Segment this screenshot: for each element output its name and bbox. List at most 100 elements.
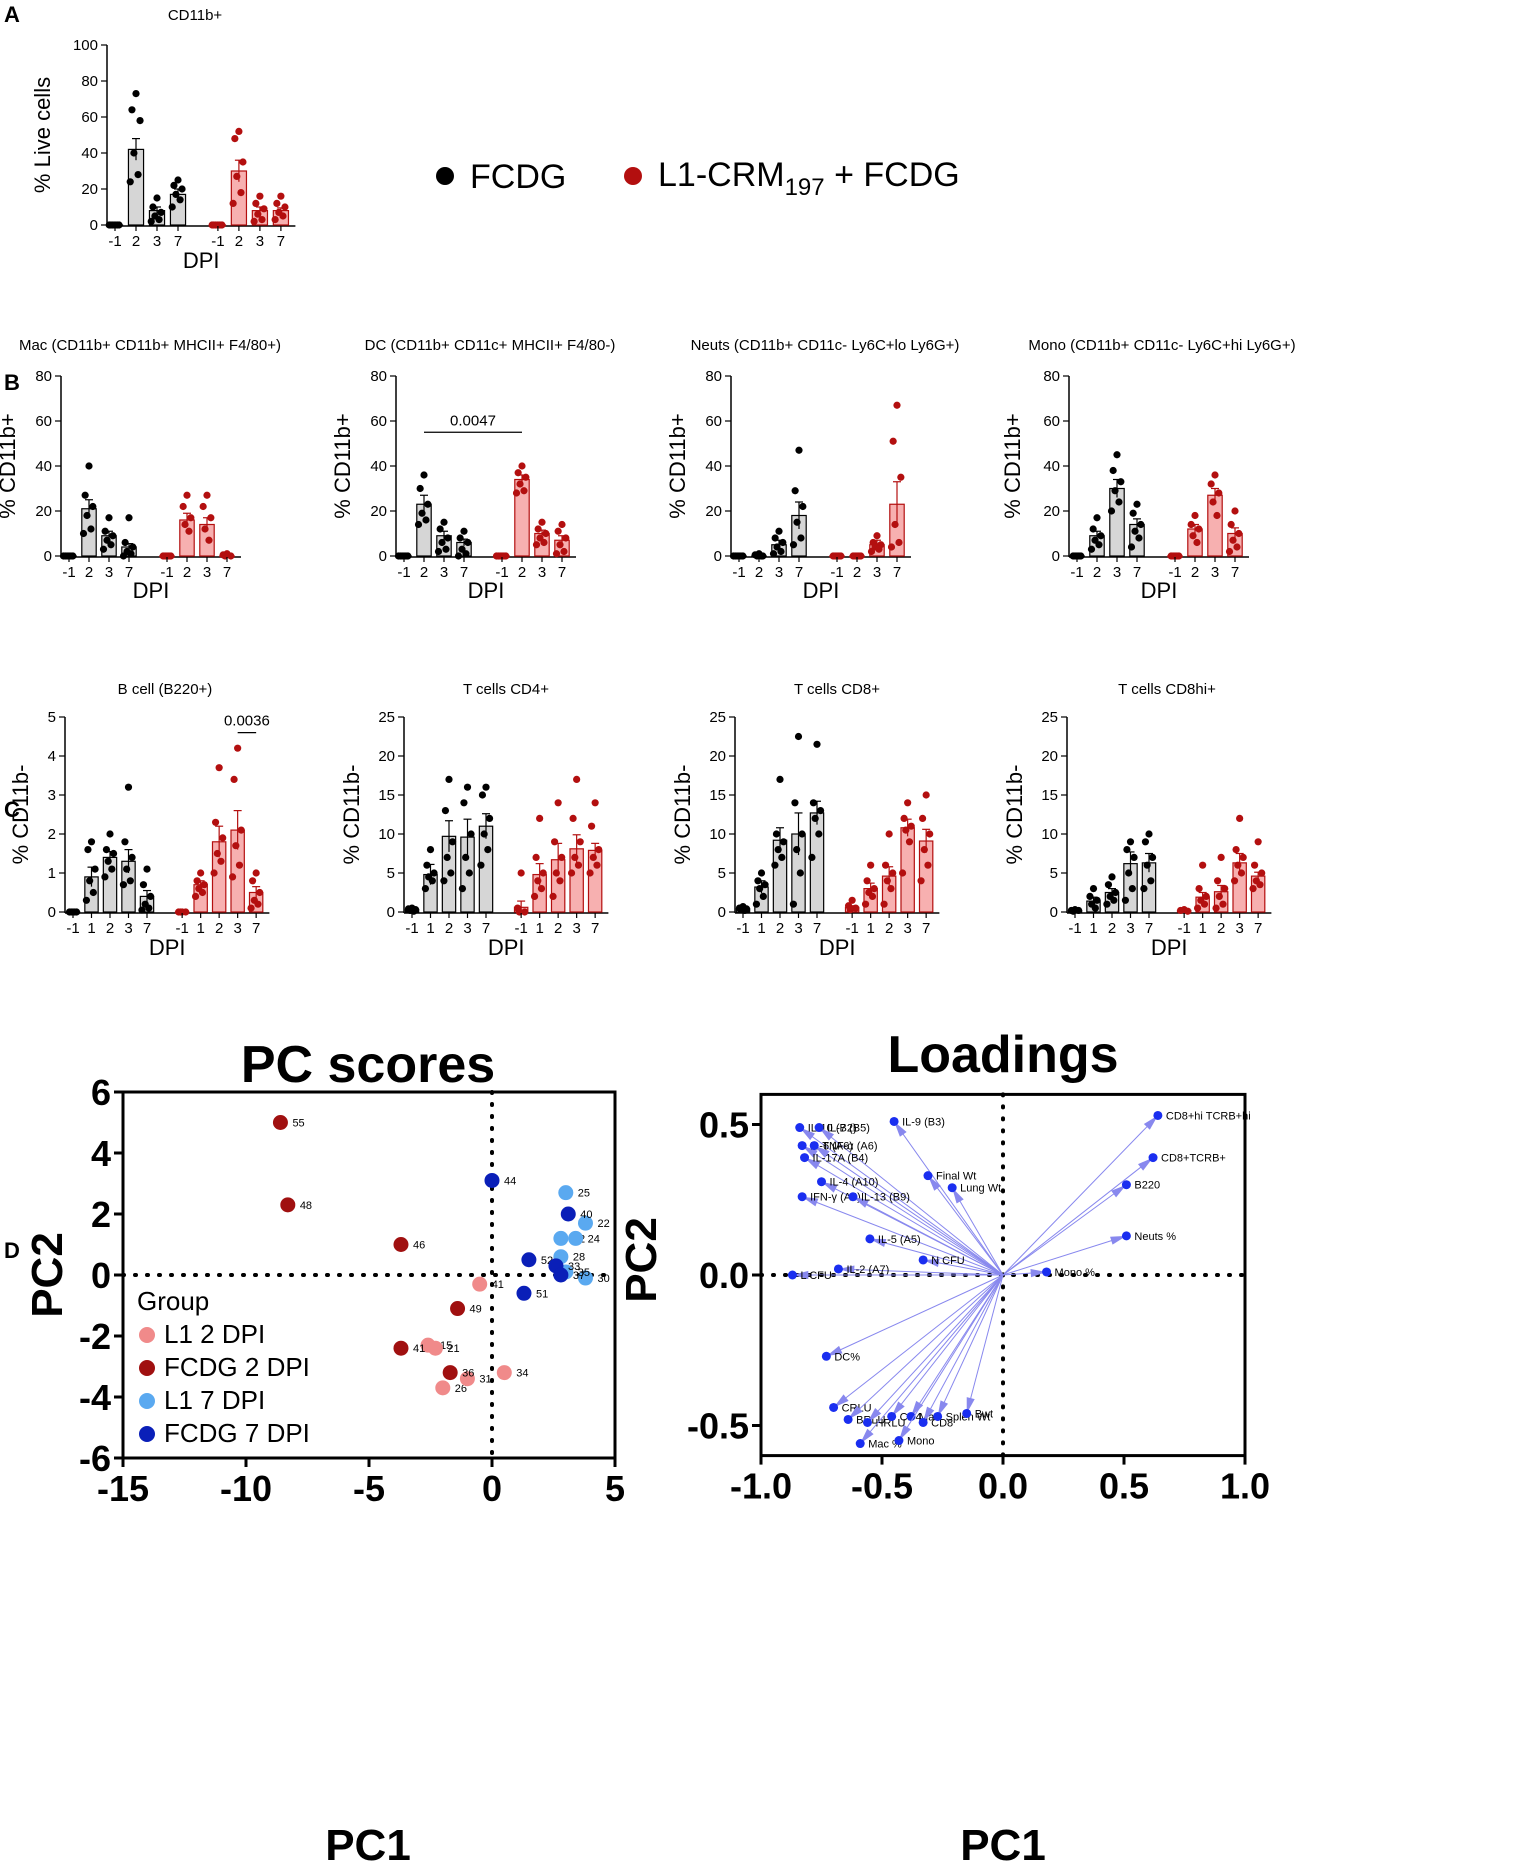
data-point [1195,525,1203,533]
data-point [777,547,785,556]
data-point [203,491,211,499]
data-point [441,807,450,815]
loading-arrow [1002,1189,1120,1276]
data-point [181,520,189,529]
x-tick-label: 3 [572,920,580,937]
data-point [1250,861,1259,869]
data-point [552,550,561,558]
data-point [1091,904,1099,912]
x-tick-label: 7 [893,564,901,581]
data-point [254,210,262,218]
loading-arrowhead [833,1394,849,1408]
data-point [795,446,803,454]
x-tick-label: 1 [757,920,765,937]
data-point [1230,877,1239,885]
data-point [852,904,860,912]
data-point [1093,896,1101,904]
data-point [926,830,934,838]
data-point [569,814,577,823]
score-point [272,1115,288,1130]
data-point [769,550,778,558]
data-point [108,865,116,873]
data-point [1199,861,1207,869]
data-point [59,552,68,560]
data-point [793,518,801,526]
x-tick-label: 3 [233,920,241,937]
chart-b4: Mono (CD11b+ CD11c- Ly6C+hi Ly6G+) 0 20 40 6… [1000,337,1296,603]
y-tick-label: 20 [370,503,387,520]
data-point [421,885,430,893]
data-point [1074,906,1083,915]
data-point [815,830,823,838]
data-point [1258,869,1266,877]
data-point [1239,853,1247,862]
x-tick-label: -1 [66,920,79,937]
x-tick-label: 7 [252,920,260,937]
y-tick-label: 15 [378,787,395,804]
loading-label: Mono [907,1436,935,1448]
score-point-label: 51 [536,1288,548,1300]
data-point [875,545,883,553]
data-point [887,543,896,551]
data-point [176,908,184,916]
legend-l1-prefix: L1-CRM [658,156,785,194]
loading-arrowhead [852,1196,869,1208]
data-point [178,185,186,193]
y-tick-label: 10 [1041,826,1058,843]
data-point [130,149,138,157]
data-point [109,849,118,858]
data-point [1254,838,1262,846]
data-point [211,818,220,826]
loading-arrow [854,1274,1004,1414]
data-point [589,853,597,862]
data-point [126,178,134,186]
x-axis-label: DPI [183,248,220,273]
data-point [521,908,529,916]
y-tick-label: -4 [79,1377,111,1418]
loading-arrowhead [952,1187,964,1204]
panel-label-b: B [4,370,20,395]
y-tick-label: 0 [48,904,56,921]
chart-title: T cells CD8hi+ [1118,681,1216,698]
data-point [797,534,805,542]
loading-arrowhead [911,1400,924,1417]
data-point [87,838,96,846]
x-tick-label: -1 [1177,920,1190,937]
data-point [1191,511,1199,520]
loading-point [962,1408,972,1418]
data-point [250,217,258,225]
data-point [1135,534,1143,542]
data-point [516,480,524,488]
data-point [1195,885,1203,893]
score-point [577,1215,593,1231]
loading-label: DC% [834,1351,860,1363]
loading-arrowhead [838,1265,855,1274]
score-point [472,1276,488,1292]
x-tick-label: -1 [397,564,410,581]
legend-marker [139,1327,155,1343]
data-point [149,203,157,211]
data-point [414,520,423,529]
data-point [776,775,784,784]
data-point [448,838,457,846]
x-tick-label: 7 [125,564,133,581]
x-tick-label: 2 [215,920,223,937]
loading-point [1153,1110,1163,1120]
loading-arrowhead [821,1181,838,1193]
data-point [868,892,877,901]
loading-point [800,1153,810,1163]
data-point [887,885,895,893]
data-point [199,502,207,511]
x-tick-label: 7 [922,920,930,937]
main-legend: FCDG L1-CRM197 + FCDG [436,156,960,201]
data-point [277,192,285,200]
loading-arrowhead [966,1397,975,1414]
data-point [129,543,137,551]
loading-label: IL-13 (B9) [861,1192,910,1204]
data-point [87,525,95,533]
y-tick-label: 5 [387,865,395,882]
data-point [1104,881,1113,889]
y-tick-label: 4 [48,748,56,765]
data-point [1212,904,1220,912]
